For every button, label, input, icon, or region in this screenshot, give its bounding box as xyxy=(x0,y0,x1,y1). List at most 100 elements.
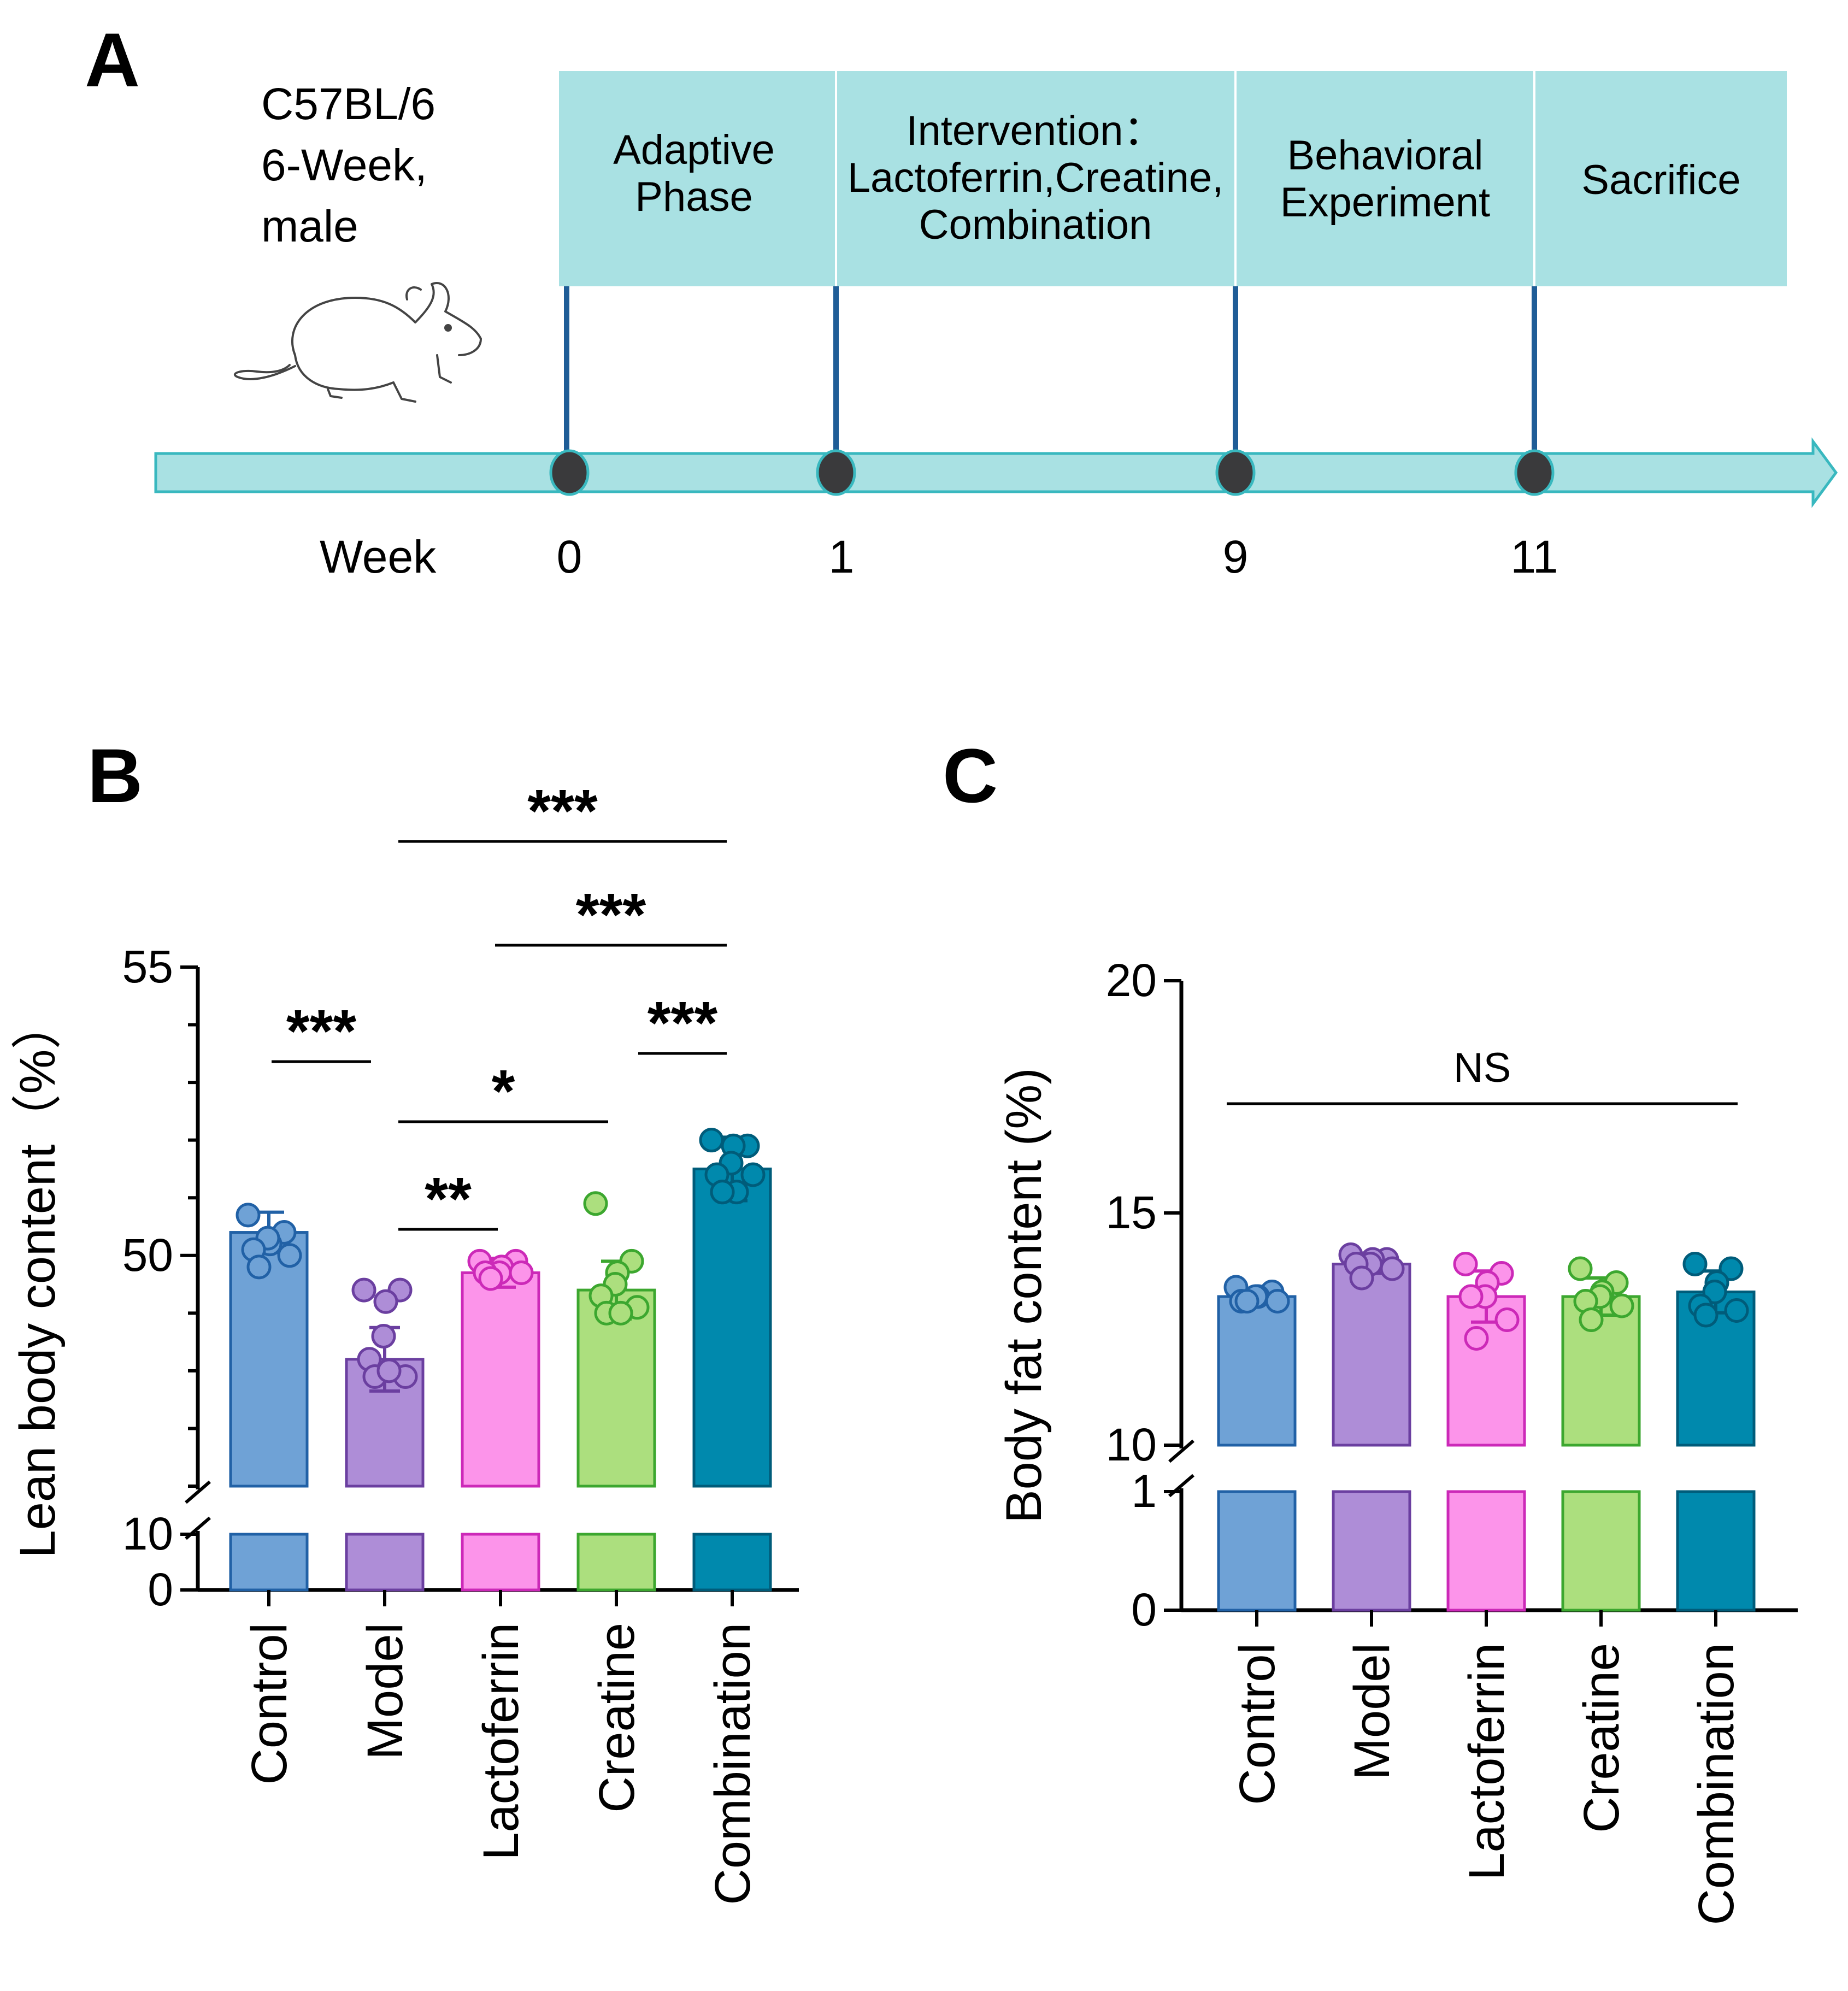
category-label-model: Model xyxy=(357,1623,413,1760)
y-tick-label-10: 10 xyxy=(1106,1419,1157,1470)
panel-a-label: A xyxy=(85,17,140,103)
bar-model xyxy=(1332,1263,1411,1447)
sig-label-4: * xyxy=(492,1058,515,1125)
point-creatine-5 xyxy=(1609,1293,1634,1318)
y-tick-label-20: 20 xyxy=(1106,955,1157,1006)
phase-label-1-line-1: Lactoferrin,Creatine, xyxy=(848,155,1224,201)
category-label-lactoferrin: Lactoferrin xyxy=(1459,1643,1515,1881)
point-combination-5 xyxy=(740,1162,766,1187)
phase-box-sacrifice xyxy=(1535,71,1787,286)
bar-combination-lower xyxy=(1676,1490,1756,1612)
point-control-6 xyxy=(246,1254,272,1280)
marker-week-0 xyxy=(549,449,590,496)
phase-box-adaptive xyxy=(559,71,835,286)
point-control-5 xyxy=(1265,1289,1290,1313)
phase-label-1: Intervention： Lactoferrin,Creatine, Combin… xyxy=(848,108,1224,248)
point-control-5 xyxy=(277,1243,302,1268)
y-tick-label-15: 15 xyxy=(1106,1187,1157,1238)
category-label-control: Control xyxy=(242,1623,297,1785)
sig-label-3: *** xyxy=(648,989,718,1057)
y-axis-title: Body fat content (%) xyxy=(996,1068,1052,1523)
bar-lactoferrin xyxy=(461,1271,540,1488)
point-lactoferrin-5 xyxy=(509,1260,534,1285)
panel-b: B 50 55 010 Lean body content（%） Control Mode… xyxy=(10,733,799,1905)
marker-week-11 xyxy=(1514,449,1555,496)
phase-label-1-line-2: Combination xyxy=(919,202,1152,248)
axis-break-mark-1 xyxy=(1168,1439,1194,1463)
bar-control xyxy=(1217,1295,1297,1447)
phase-label-2-line-1: Experiment xyxy=(1280,179,1490,226)
point-combination-0 xyxy=(1682,1252,1708,1276)
category-label-combination: Combination xyxy=(705,1623,761,1905)
category-label-lactoferrin: Lactoferrin xyxy=(473,1623,529,1860)
sig-label-0: NS xyxy=(1453,1045,1511,1091)
panel-b-label: B xyxy=(87,733,143,818)
phase-label-3-line-0: Sacrifice xyxy=(1581,157,1740,203)
phase-label-2-line-0: Behavioral xyxy=(1287,132,1483,179)
phase-label-0: Adaptive Phase xyxy=(613,127,775,220)
category-label-creatine: Creatine xyxy=(1574,1643,1629,1833)
strain-line-1: C57BL/6 xyxy=(261,79,435,129)
y-tick-label-1: 1 xyxy=(1131,1465,1157,1517)
week-tick-1: 1 xyxy=(829,531,855,582)
bar-combination-lower xyxy=(692,1533,772,1592)
y-tick-label-55: 55 xyxy=(122,941,173,992)
category-label-combination: Combination xyxy=(1688,1643,1744,1925)
strain-line-2: 6-Week, xyxy=(261,140,427,190)
point-combination-6 xyxy=(1693,1303,1718,1328)
point-lactoferrin-5 xyxy=(1494,1307,1520,1332)
week-tick-11: 11 xyxy=(1510,531,1558,582)
point-lactoferrin-0 xyxy=(1453,1252,1478,1276)
point-lactoferrin-6 xyxy=(478,1266,503,1291)
phase-label-2: Behavioral Experiment xyxy=(1280,132,1490,226)
y-tick-label-10: 10 xyxy=(122,1508,173,1559)
phase-label-3: Sacrifice xyxy=(1581,157,1740,203)
point-creatine-6 xyxy=(1579,1307,1604,1332)
point-creatine-0 xyxy=(583,1191,608,1216)
marker-week-1 xyxy=(816,449,856,496)
strain-line-3: male xyxy=(261,202,358,251)
point-lactoferrin-4 xyxy=(1458,1284,1484,1309)
bar-creatine-lower xyxy=(576,1533,656,1592)
phase-label-1-line-0: Intervention： xyxy=(906,108,1164,154)
phase-box-behavioral xyxy=(1237,71,1533,286)
bar-control-lower xyxy=(1217,1490,1297,1612)
bar-lactoferrin-lower xyxy=(461,1533,540,1592)
phase-box-intervention xyxy=(837,71,1234,286)
point-model-7 xyxy=(376,1358,402,1383)
axis-break-mark-1 xyxy=(185,1480,211,1504)
point-combination-0 xyxy=(699,1128,724,1153)
bar-combination xyxy=(692,1167,772,1488)
week-tick-9: 9 xyxy=(1223,531,1249,582)
point-model-0 xyxy=(351,1277,376,1303)
point-model-3 xyxy=(371,1324,396,1349)
mouse-icon xyxy=(233,282,482,403)
bar-model-lower xyxy=(345,1533,425,1592)
panel-a: A C57BL/6 6-Week, male Adaptive Phase Inte… xyxy=(85,17,1838,582)
point-control-0 xyxy=(236,1203,261,1228)
y-tick-label-0: 0 xyxy=(1131,1584,1157,1635)
bar-control xyxy=(229,1231,309,1488)
panel-c: C 10 15 20 0 1 Body fat content (%) Control Mod… xyxy=(943,733,1798,1925)
bar-control-lower xyxy=(229,1533,309,1592)
point-combination-8 xyxy=(710,1180,735,1205)
point-model-2 xyxy=(373,1289,398,1314)
sig-label-5: ** xyxy=(425,1165,472,1233)
bar-lactoferrin-lower xyxy=(1446,1490,1526,1612)
category-label-creatine: Creatine xyxy=(589,1623,645,1813)
sig-label-1: *** xyxy=(527,777,598,845)
point-creatine-7 xyxy=(608,1300,633,1326)
point-model-6 xyxy=(1349,1265,1374,1291)
marker-week-9 xyxy=(1215,449,1256,496)
y-tick-label-0: 0 xyxy=(148,1564,173,1615)
sig-label-0: *** xyxy=(286,998,357,1065)
sig-label-2: *** xyxy=(576,881,646,949)
y-tick-label-50: 50 xyxy=(122,1229,173,1281)
bar-model-lower xyxy=(1332,1490,1411,1612)
phase-label-0-line-0: Adaptive xyxy=(613,127,775,173)
category-label-model: Model xyxy=(1344,1643,1400,1780)
point-lactoferrin-6 xyxy=(1464,1326,1489,1351)
point-creatine-0 xyxy=(1568,1256,1593,1281)
week-tick-0: 0 xyxy=(557,531,582,582)
